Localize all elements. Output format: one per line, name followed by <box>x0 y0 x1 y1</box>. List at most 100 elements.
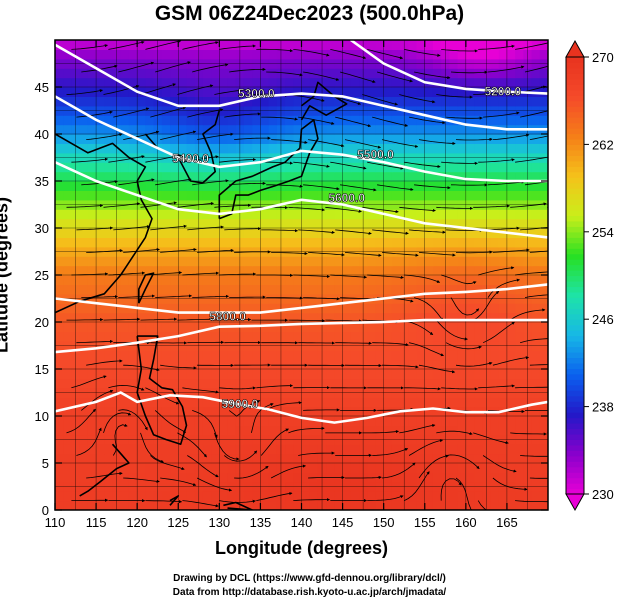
temperature-cell <box>375 190 385 201</box>
temperature-cell <box>432 115 442 126</box>
temperature-cell <box>128 359 138 370</box>
temperature-cell <box>490 162 500 173</box>
temperature-cell <box>202 190 212 201</box>
temperature-cell <box>334 453 344 464</box>
streamline <box>229 67 266 73</box>
temperature-cell <box>515 387 524 398</box>
temperature-cell <box>276 340 286 351</box>
temperature-cell <box>309 284 319 295</box>
temperature-cell <box>276 350 286 361</box>
temperature-cell <box>375 340 385 351</box>
temperature-cell <box>186 481 196 492</box>
temperature-cell <box>490 303 500 314</box>
streamline <box>86 359 123 366</box>
temperature-cell <box>128 463 138 473</box>
temperature-cell <box>359 340 368 351</box>
temperature-cell <box>71 406 81 417</box>
y-tick-label: 5 <box>42 456 49 471</box>
temperature-cell <box>71 491 81 502</box>
temperature-cell <box>285 237 294 248</box>
temperature-cell <box>375 491 385 502</box>
temperature-cell <box>367 369 377 379</box>
temperature-cell <box>326 322 335 332</box>
temperature-cell <box>367 87 377 97</box>
temperature-cell <box>293 237 303 248</box>
temperature-cell <box>194 293 204 304</box>
temperature-cell <box>441 303 450 314</box>
temperature-cell <box>490 105 500 116</box>
temperature-cell <box>359 275 368 285</box>
temperature-cell <box>194 378 204 389</box>
temperature-cell <box>87 481 97 492</box>
temperature-cell <box>523 199 533 210</box>
temperature-cell <box>482 350 492 361</box>
temperature-cell <box>260 68 270 79</box>
temperature-cell <box>96 77 105 88</box>
temperature-cell <box>79 96 89 107</box>
temperature-cell <box>153 265 163 276</box>
temperature-cell <box>137 134 146 144</box>
temperature-cell <box>515 40 524 50</box>
temperature-cell <box>243 181 253 191</box>
temperature-cell <box>474 359 483 370</box>
temperature-cell <box>252 68 262 79</box>
temperature-cell <box>531 397 541 408</box>
x-tick-label: 115 <box>86 515 107 530</box>
temperature-cell <box>482 77 492 88</box>
temperature-cell <box>268 143 278 154</box>
temperature-cell <box>391 143 401 154</box>
temperature-cell <box>474 293 483 304</box>
temperature-cell <box>137 96 146 107</box>
temperature-cell <box>137 500 146 510</box>
temperature-cell <box>432 143 442 154</box>
x-tick-label: 110 <box>45 515 66 530</box>
temperature-cell <box>432 199 442 210</box>
temperature-cell <box>260 406 270 417</box>
temperature-cell <box>55 77 64 88</box>
temperature-cell <box>342 350 352 361</box>
temperature-cell <box>334 425 344 436</box>
temperature-cell <box>539 105 548 116</box>
temperature-cell <box>457 115 467 126</box>
temperature-cell <box>161 162 171 173</box>
temperature-cell <box>227 152 237 163</box>
temperature-cell <box>104 434 114 445</box>
temperature-cell <box>457 58 467 69</box>
temperature-cell <box>531 190 541 201</box>
temperature-cell <box>301 491 311 502</box>
temperature-cell <box>539 312 548 323</box>
temperature-cell <box>186 303 196 314</box>
temperature-cell <box>161 500 171 510</box>
colorbar-cell <box>566 455 584 462</box>
temperature-cell <box>309 340 319 351</box>
temperature-cell <box>515 96 524 107</box>
temperature-cell <box>128 87 138 97</box>
temperature-cell <box>432 162 442 173</box>
temperature-cell <box>539 49 548 60</box>
temperature-cell <box>367 246 377 257</box>
temperature-cell <box>293 359 303 370</box>
temperature-cell <box>375 416 385 426</box>
temperature-cell <box>276 397 286 408</box>
streamline <box>362 206 399 214</box>
temperature-cell <box>515 152 524 163</box>
temperature-cell <box>55 143 64 154</box>
temperature-cell <box>309 143 319 154</box>
temperature-cell <box>285 143 294 154</box>
streamline <box>404 49 441 57</box>
temperature-cell <box>391 322 401 332</box>
temperature-cell <box>252 425 262 436</box>
temperature-cell <box>457 143 467 154</box>
temperature-cell <box>194 322 204 332</box>
temperature-cell <box>400 463 409 473</box>
temperature-cell <box>186 228 196 238</box>
temperature-cell <box>120 406 130 417</box>
temperature-cell <box>531 209 541 220</box>
temperature-cell <box>178 265 188 276</box>
temperature-cell <box>432 340 442 351</box>
streamline <box>376 71 413 83</box>
streamline <box>367 161 404 170</box>
colorbar-cell <box>566 313 584 320</box>
temperature-cell <box>104 397 114 408</box>
temperature-cell <box>194 397 204 408</box>
